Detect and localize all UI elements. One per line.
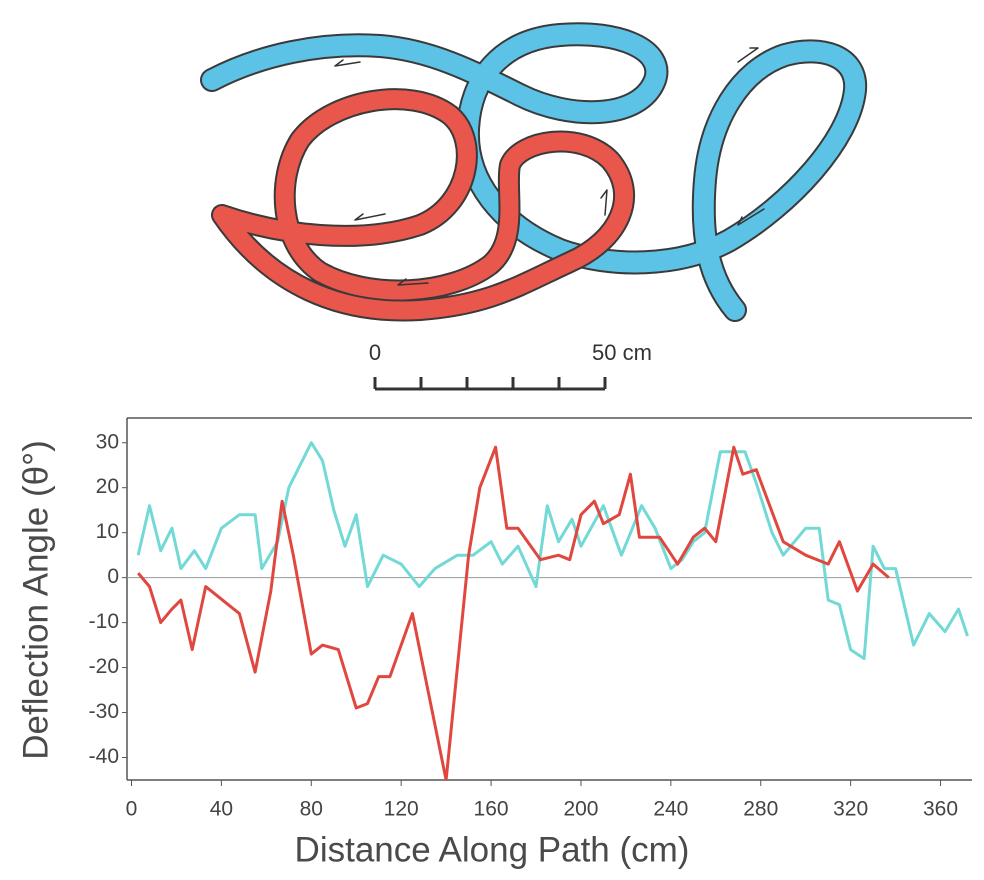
direction-arrows [334, 47, 765, 286]
blue-trail [202, 24, 866, 320]
x-tick-label: 240 [653, 798, 688, 821]
x-tick-label: 360 [923, 798, 958, 821]
y-tick-label: -40 [89, 745, 119, 768]
y-tick-label: -10 [89, 610, 119, 633]
x-tick-label: 80 [300, 798, 323, 821]
x-tick-label: 320 [833, 798, 868, 821]
plot-frame [126, 417, 972, 781]
series-line [137, 445, 890, 780]
series-line [136, 441, 969, 661]
x-tick-label: 160 [474, 798, 509, 821]
y-tick-label: 30 [96, 430, 119, 453]
red-trail [213, 90, 634, 320]
scale-bar [373, 377, 607, 391]
scale-start-label: 0 [369, 340, 381, 365]
plot-lines [136, 441, 969, 780]
trail-diagram [200, 22, 868, 322]
y-tick-label: -20 [89, 655, 119, 678]
x-tick-label: 280 [743, 798, 778, 821]
y-tick-label: -30 [89, 700, 119, 723]
x-tick-label: 0 [126, 798, 138, 821]
x-tick-label: 120 [384, 798, 419, 821]
y-axis-label: Deflection Angle (θ°) [16, 440, 55, 759]
x-tick-label: 200 [563, 798, 598, 821]
x-tick-label: 40 [210, 798, 233, 821]
x-axis-label: Distance Along Path (cm) [295, 830, 690, 869]
scale-end-label: 50 cm [592, 340, 652, 365]
y-tick-label: 0 [107, 565, 119, 588]
y-tick-label: 20 [96, 475, 119, 498]
y-tick-label: 10 [96, 520, 119, 543]
